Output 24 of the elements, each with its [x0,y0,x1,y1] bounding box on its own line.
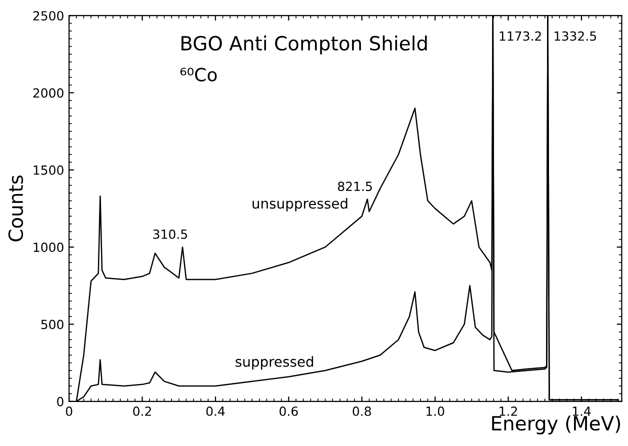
x-tick-label: 1.2 [500,406,517,416]
y-tick-label: 1000 [34,242,64,252]
text: BGO Anti Compton Shield [182,36,427,54]
x-tick-label: 0.4 [206,406,225,416]
annotation: 1332.5 [554,31,596,41]
x-axis-title: Energy (MeV) [492,416,620,434]
x-tick-label: 1.4 [572,406,591,416]
series-label: suppressed [236,356,314,370]
x-tick-label: 0 [66,406,72,416]
y-tick-label: 0 [57,396,64,406]
y-axis-title: Counts [8,176,24,242]
annotation: 821.5 [338,182,372,192]
x-tick-label: 0.2 [133,406,151,416]
x-tick-label: 0.6 [280,406,298,416]
annotation: 1173.2 [500,31,541,41]
series-label: unsuppressed [252,198,348,212]
annotation: 310.5 [153,229,187,239]
x-tick-label: 0.8 [352,406,371,416]
y-tick-label: 1500 [34,165,64,175]
y-tick-label: 2500 [33,11,64,21]
y-tick-label: 2000 [33,88,64,98]
text: ⁶⁰Co [180,68,217,82]
y-tick-label: 500 [41,320,64,330]
x-tick-label: 1.0 [426,406,444,416]
